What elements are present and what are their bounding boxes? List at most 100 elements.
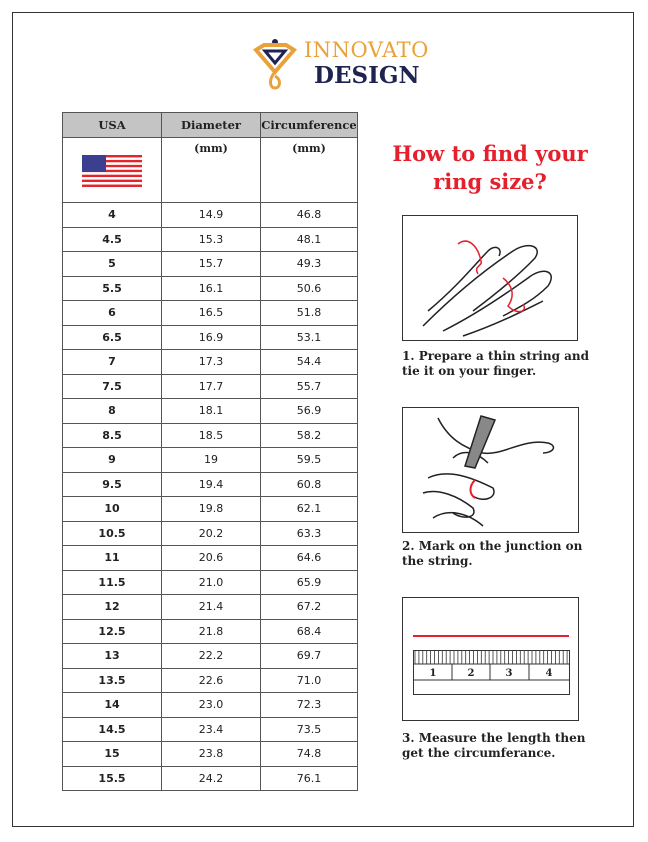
circumference-cell: 65.9 bbox=[260, 569, 358, 595]
table-row: 8.5 18.5 58.2 bbox=[62, 422, 358, 448]
us-size-cell: 7.5 bbox=[62, 373, 162, 399]
circumference-cell: 73.5 bbox=[260, 716, 358, 742]
diameter-cell: 19.4 bbox=[161, 471, 261, 497]
diameter-cell: 19.8 bbox=[161, 496, 261, 522]
us-size-cell: 10.5 bbox=[62, 520, 162, 546]
hand-with-string-icon bbox=[422, 240, 552, 337]
diamond-logo-icon bbox=[252, 39, 298, 90]
flag-cell bbox=[62, 137, 162, 203]
ruler-label-3: 3 bbox=[506, 668, 513, 679]
diameter-cell: 15.7 bbox=[161, 251, 261, 277]
ruler-icon: 1 2 3 4 bbox=[413, 635, 570, 695]
header-circumference: Circumference bbox=[260, 112, 358, 138]
us-size-cell: 14 bbox=[62, 692, 162, 718]
step2-caption: 2. Mark on the junction on the string. bbox=[402, 539, 583, 568]
us-size-cell: 5 bbox=[62, 251, 162, 277]
diameter-cell: 16.1 bbox=[161, 275, 261, 301]
ruler-label-1: 1 bbox=[430, 668, 437, 679]
table-row: 13.5 22.6 71.0 bbox=[62, 667, 358, 693]
diameter-cell: 20.2 bbox=[161, 520, 261, 546]
us-size-cell: 9.5 bbox=[62, 471, 162, 497]
us-size-cell: 6.5 bbox=[62, 324, 162, 350]
us-size-cell: 10 bbox=[62, 496, 162, 522]
table-row: 6.5 16.9 53.1 bbox=[62, 324, 358, 350]
table-row: 12 21.4 67.2 bbox=[62, 594, 358, 620]
us-flag-icon bbox=[82, 154, 142, 187]
circumference-cell: 55.7 bbox=[260, 373, 358, 399]
guide-title-line1: How to find your bbox=[392, 141, 588, 166]
step1-illustration bbox=[402, 215, 578, 341]
ring-size-table: USA Diameter Circumference (mm) (mm) 4 14… bbox=[62, 112, 358, 791]
us-size-cell: 9 bbox=[62, 447, 162, 473]
diameter-cell: 21.8 bbox=[161, 618, 261, 644]
ruler-label-2: 2 bbox=[468, 668, 475, 679]
diameter-cell: 16.9 bbox=[161, 324, 261, 350]
hand-marking-string-icon bbox=[422, 415, 555, 527]
logo-text-design: DESIGN bbox=[314, 62, 420, 89]
us-size-cell: 7 bbox=[62, 349, 162, 375]
diameter-cell: 18.1 bbox=[161, 398, 261, 424]
table-row: 13 22.2 69.7 bbox=[62, 643, 358, 669]
table-row: 10.5 20.2 63.3 bbox=[62, 520, 358, 546]
us-size-cell: 14.5 bbox=[62, 716, 162, 742]
table-row: 9 19 59.5 bbox=[62, 447, 358, 473]
step3-caption: 3. Measure the length then get the circu… bbox=[402, 731, 586, 760]
table-row: 9.5 19.4 60.8 bbox=[62, 471, 358, 497]
guide-title: How to find your ring size? bbox=[380, 140, 600, 196]
diameter-unit: (mm) bbox=[161, 137, 261, 203]
circumference-cell: 54.4 bbox=[260, 349, 358, 375]
diameter-cell: 20.6 bbox=[161, 545, 261, 571]
us-size-cell: 13.5 bbox=[62, 667, 162, 693]
us-size-cell: 12.5 bbox=[62, 618, 162, 644]
circumference-cell: 60.8 bbox=[260, 471, 358, 497]
circumference-cell: 74.8 bbox=[260, 741, 358, 767]
table-row: 11 20.6 64.6 bbox=[62, 545, 358, 571]
circumference-unit: (mm) bbox=[260, 137, 358, 203]
diameter-cell: 24.2 bbox=[161, 765, 261, 791]
circumference-cell: 72.3 bbox=[260, 692, 358, 718]
step2-illustration bbox=[402, 407, 579, 533]
us-size-cell: 15.5 bbox=[62, 765, 162, 791]
circumference-cell: 67.2 bbox=[260, 594, 358, 620]
table-row: 10 19.8 62.1 bbox=[62, 496, 358, 522]
table-row: 15.5 24.2 76.1 bbox=[62, 765, 358, 791]
table-row: 5.5 16.1 50.6 bbox=[62, 275, 358, 301]
us-size-cell: 13 bbox=[62, 643, 162, 669]
guide-title-line2: ring size? bbox=[433, 169, 547, 194]
us-size-cell: 11 bbox=[62, 545, 162, 571]
diameter-cell: 23.8 bbox=[161, 741, 261, 767]
diameter-cell: 17.7 bbox=[161, 373, 261, 399]
diameter-cell: 21.0 bbox=[161, 569, 261, 595]
us-size-cell: 15 bbox=[62, 741, 162, 767]
table-row: 4.5 15.3 48.1 bbox=[62, 226, 358, 252]
diameter-cell: 23.0 bbox=[161, 692, 261, 718]
diameter-cell: 14.9 bbox=[161, 202, 261, 228]
table-row: 4 14.9 46.8 bbox=[62, 202, 358, 228]
circumference-cell: 63.3 bbox=[260, 520, 358, 546]
table-row: 12.5 21.8 68.4 bbox=[62, 618, 358, 644]
logo-text-innovato: INNOVATO bbox=[304, 38, 429, 62]
circumference-cell: 48.1 bbox=[260, 226, 358, 252]
diameter-cell: 22.6 bbox=[161, 667, 261, 693]
table-row: 14 23.0 72.3 bbox=[62, 692, 358, 718]
table-row: 14.5 23.4 73.5 bbox=[62, 716, 358, 742]
diameter-cell: 18.5 bbox=[161, 422, 261, 448]
us-size-cell: 4.5 bbox=[62, 226, 162, 252]
diameter-cell: 16.5 bbox=[161, 300, 261, 326]
us-size-cell: 8 bbox=[62, 398, 162, 424]
table-row: 11.5 21.0 65.9 bbox=[62, 569, 358, 595]
table-row: 7.5 17.7 55.7 bbox=[62, 373, 358, 399]
circumference-cell: 76.1 bbox=[260, 765, 358, 791]
us-size-cell: 6 bbox=[62, 300, 162, 326]
circumference-cell: 51.8 bbox=[260, 300, 358, 326]
circumference-cell: 53.1 bbox=[260, 324, 358, 350]
table-row: 8 18.1 56.9 bbox=[62, 398, 358, 424]
diameter-cell: 22.2 bbox=[161, 643, 261, 669]
us-size-cell: 8.5 bbox=[62, 422, 162, 448]
circumference-cell: 49.3 bbox=[260, 251, 358, 277]
step3-illustration: 1 2 3 4 bbox=[402, 597, 579, 721]
us-size-cell: 5.5 bbox=[62, 275, 162, 301]
diameter-cell: 21.4 bbox=[161, 594, 261, 620]
us-size-cell: 11.5 bbox=[62, 569, 162, 595]
